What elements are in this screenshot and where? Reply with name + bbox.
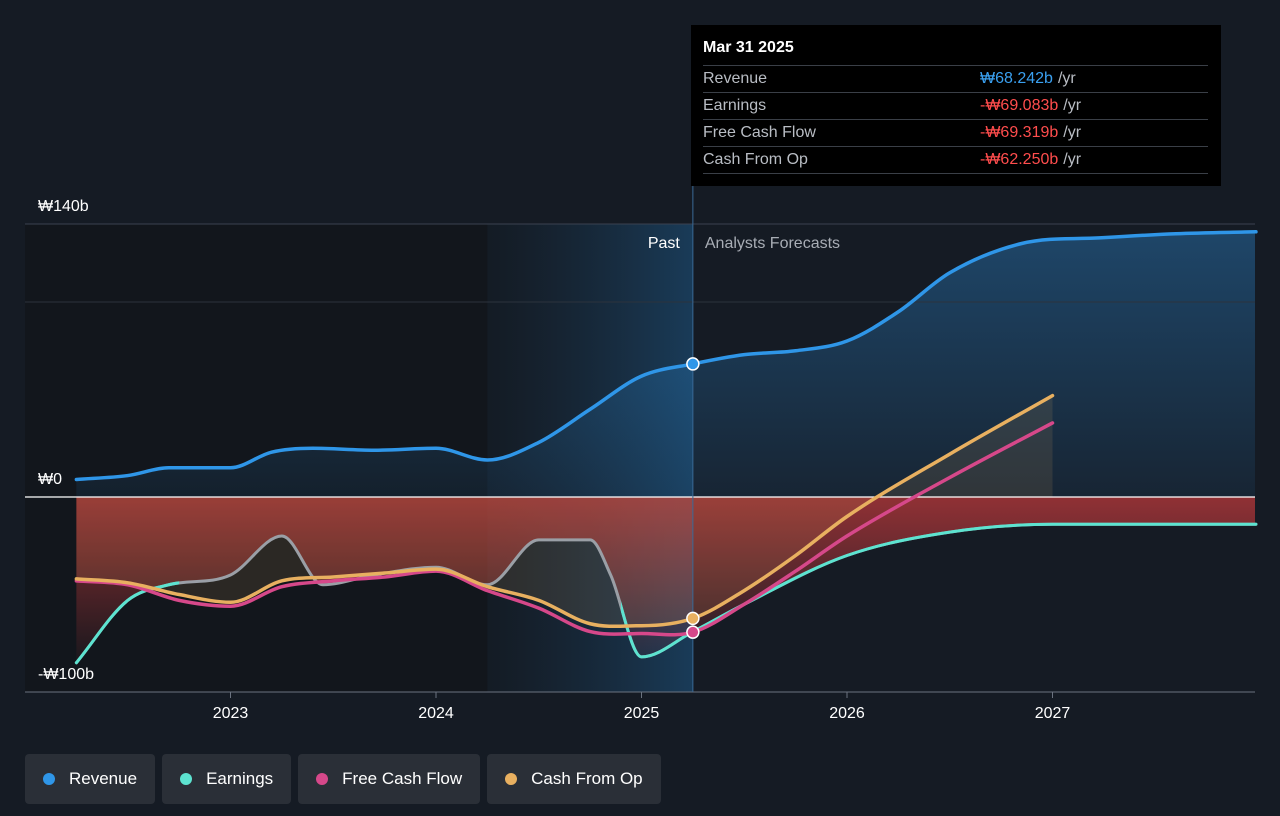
tooltip-label: Cash From Op — [703, 151, 808, 168]
tooltip-label: Free Cash Flow — [703, 124, 816, 141]
y-label-top: ₩140b — [38, 198, 89, 215]
tooltip-unit: /yr — [1063, 124, 1082, 141]
tooltip-row-free-cash-flow: Free Cash Flow -₩69.319b /yr — [703, 119, 1208, 146]
y-label-zero: ₩0 — [38, 471, 62, 488]
tooltip-value: ₩68.242b — [980, 70, 1053, 87]
legend-item-cash-from-op[interactable]: Cash From Op — [487, 754, 661, 804]
tooltip-value: -₩69.319b — [980, 124, 1059, 141]
legend-dot-icon — [180, 773, 193, 785]
legend: Revenue Earnings Free Cash Flow Cash Fro… — [25, 754, 668, 804]
forecast-label: Analysts Forecasts — [705, 235, 840, 252]
tooltip: Mar 31 2025 Revenue ₩68.242b /yr Earning… — [691, 25, 1221, 186]
tooltip-date: Mar 31 2025 — [703, 39, 794, 56]
x-tick-label: 2026 — [829, 705, 865, 722]
tooltip-unit: /yr — [1063, 97, 1082, 114]
legend-item-free-cash-flow[interactable]: Free Cash Flow — [298, 754, 481, 804]
tooltip-value: -₩62.250b — [980, 151, 1059, 168]
past-label: Past — [648, 235, 681, 252]
tooltip-label: Earnings — [703, 97, 767, 114]
x-tick-label: 2027 — [1035, 705, 1071, 722]
y-label-bottom: -₩100b — [38, 666, 94, 683]
legend-dot-icon — [43, 773, 55, 785]
legend-label: Cash From Op — [531, 769, 643, 788]
earnings-area — [76, 497, 1255, 663]
cash-from-op-point — [686, 611, 700, 626]
x-tick-label: 2023 — [213, 705, 249, 722]
x-tick-label: 2025 — [624, 705, 660, 722]
legend-label: Revenue — [69, 769, 138, 788]
x-tick-label: 2024 — [418, 705, 454, 722]
legend-label: Earnings — [206, 769, 274, 788]
tooltip-row-cash-from-op: Cash From Op -₩62.250b /yr — [703, 146, 1208, 174]
legend-item-revenue[interactable]: Revenue — [25, 754, 156, 804]
free-cash-flow-point — [686, 625, 700, 639]
cashflow-area — [76, 395, 1053, 627]
free-cash-flow-line — [74, 421, 1055, 637]
tooltip-row-revenue: Revenue ₩68.242b /yr — [703, 65, 1208, 92]
cash-from-op-line — [74, 393, 1055, 629]
tooltip-row-earnings: Earnings -₩69.083b /yr — [703, 92, 1208, 119]
tooltip-label: Revenue — [703, 70, 768, 87]
tooltip-unit: /yr — [1063, 151, 1082, 168]
revenue-line — [74, 230, 1258, 482]
legend-dot-icon — [316, 773, 329, 785]
revenue-point — [686, 357, 700, 371]
legend-dot-icon — [505, 773, 518, 785]
tooltip-unit: /yr — [1057, 70, 1076, 87]
legend-label: Free Cash Flow — [342, 769, 463, 788]
tooltip-value: -₩69.083b — [980, 97, 1059, 114]
legend-item-earnings[interactable]: Earnings — [162, 754, 292, 804]
revenue-area — [76, 231, 1255, 497]
